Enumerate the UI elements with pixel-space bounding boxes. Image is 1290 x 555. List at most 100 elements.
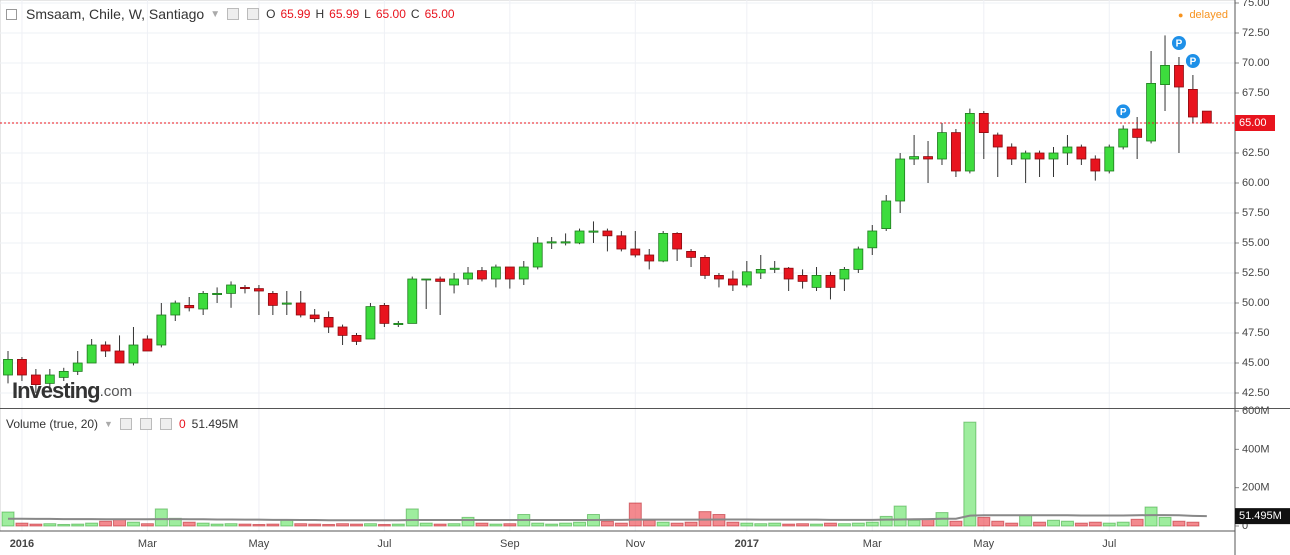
volume-bar: [851, 522, 865, 527]
readout-name: O: [266, 7, 276, 21]
x-tick-label: Mar: [138, 538, 157, 550]
candle-body: [254, 288, 264, 292]
close-icon[interactable]: [159, 418, 172, 430]
candle-body: [727, 278, 738, 286]
volume-bar: [949, 520, 963, 527]
candle-body: [588, 230, 599, 233]
y-tick-label: 75.00: [1242, 0, 1270, 9]
volume-bar: [336, 523, 350, 527]
candle-body: [504, 266, 515, 280]
volume-bar: [503, 523, 517, 527]
candle-body: [951, 132, 961, 172]
format-icon[interactable]: [247, 8, 260, 20]
candle-body: [142, 338, 153, 352]
volume-bar: [642, 519, 656, 527]
volume-bar: [238, 523, 252, 527]
volume-header: Volume (true, 20) ▼ 0 51.495M: [6, 417, 238, 431]
candle-body: [184, 304, 195, 309]
readout-value: 65.99: [329, 7, 360, 21]
candle-body: [379, 304, 390, 324]
volume-bar: [433, 523, 447, 527]
event-marker[interactable]: P: [1185, 54, 1200, 68]
ma-value-label: 51.495M: [1239, 510, 1282, 522]
candle-body: [128, 344, 139, 364]
candle-body: [86, 344, 97, 364]
volume-bar: [15, 522, 29, 527]
y2-tick-label: 400M: [1242, 443, 1270, 455]
volume-bar: [963, 421, 977, 527]
candle-body: [616, 235, 627, 250]
volume-bar: [294, 523, 308, 527]
dropdown-icon[interactable]: ▼: [210, 8, 221, 20]
volume-bar: [391, 523, 405, 527]
volume-bar: [991, 520, 1005, 527]
readout-value: 65.00: [424, 7, 455, 21]
volume-bar: [573, 521, 587, 527]
y2-tick-label: 600M: [1242, 405, 1270, 417]
collapse-icon[interactable]: [6, 8, 17, 20]
volume-bar: [768, 522, 782, 527]
candle-body: [100, 344, 111, 352]
volume-bar: [782, 523, 796, 527]
volume-title: Volume (true, 20): [6, 417, 99, 431]
volume-bar: [154, 508, 168, 527]
dropdown-icon[interactable]: ▼: [104, 419, 113, 429]
volume-bar: [210, 523, 224, 527]
candle-body: [1090, 158, 1101, 172]
volume-ma-readout: 51.495M: [191, 417, 239, 431]
candle-body: [811, 274, 822, 288]
readout-name: C: [410, 7, 420, 21]
volume-bar: [475, 522, 489, 527]
plot-background: [0, 0, 1236, 532]
candle-body: [909, 156, 919, 160]
volume-bar: [1144, 506, 1158, 527]
candle-body: [226, 284, 236, 294]
candle-body: [532, 242, 543, 268]
volume-bar: [113, 518, 127, 527]
volume-bar: [823, 522, 837, 527]
y-tick-label: 55.00: [1242, 237, 1270, 249]
volume-bar: [99, 520, 113, 527]
candle-body: [295, 302, 306, 316]
candle-body: [825, 274, 836, 288]
chart-title: Smsaam, Chile, W, Santiago: [26, 6, 205, 22]
candle-body: [17, 358, 27, 376]
last-price-label: 65.00: [1239, 117, 1267, 129]
settings-icon[interactable]: [227, 8, 240, 20]
format-icon[interactable]: [139, 418, 152, 430]
x-tick-label: Jul: [377, 538, 391, 550]
candle-body: [574, 230, 585, 244]
candle-body: [1006, 146, 1017, 160]
readout-name: L: [364, 7, 371, 21]
candle-body: [267, 292, 278, 306]
volume-bar: [796, 523, 810, 527]
candle-body: [1132, 128, 1143, 138]
candle-body: [365, 306, 376, 340]
candle-body: [212, 292, 223, 295]
volume-bar: [447, 523, 461, 527]
volume-bar: [531, 522, 545, 527]
settings-icon[interactable]: [119, 418, 132, 430]
candle-body: [797, 274, 808, 282]
event-marker[interactable]: P: [1171, 36, 1186, 50]
candle-body: [700, 256, 710, 276]
volume-bar: [57, 523, 71, 527]
volume-bar: [182, 521, 196, 527]
candle-body: [58, 370, 69, 378]
y-tick-label: 47.50: [1242, 327, 1270, 339]
volume-bar: [600, 520, 614, 527]
candle-body: [964, 113, 975, 172]
candle-body: [839, 268, 850, 280]
candle-body: [755, 268, 766, 274]
event-marker[interactable]: P: [1116, 104, 1131, 119]
volume-bar: [1033, 521, 1047, 527]
candle-body: [72, 362, 83, 372]
candle-body: [170, 302, 181, 316]
volume-bar: [71, 523, 85, 527]
candle-body: [769, 267, 780, 270]
event-label: P: [1190, 57, 1197, 68]
volume-bar: [252, 523, 266, 527]
candle-body: [546, 241, 557, 244]
